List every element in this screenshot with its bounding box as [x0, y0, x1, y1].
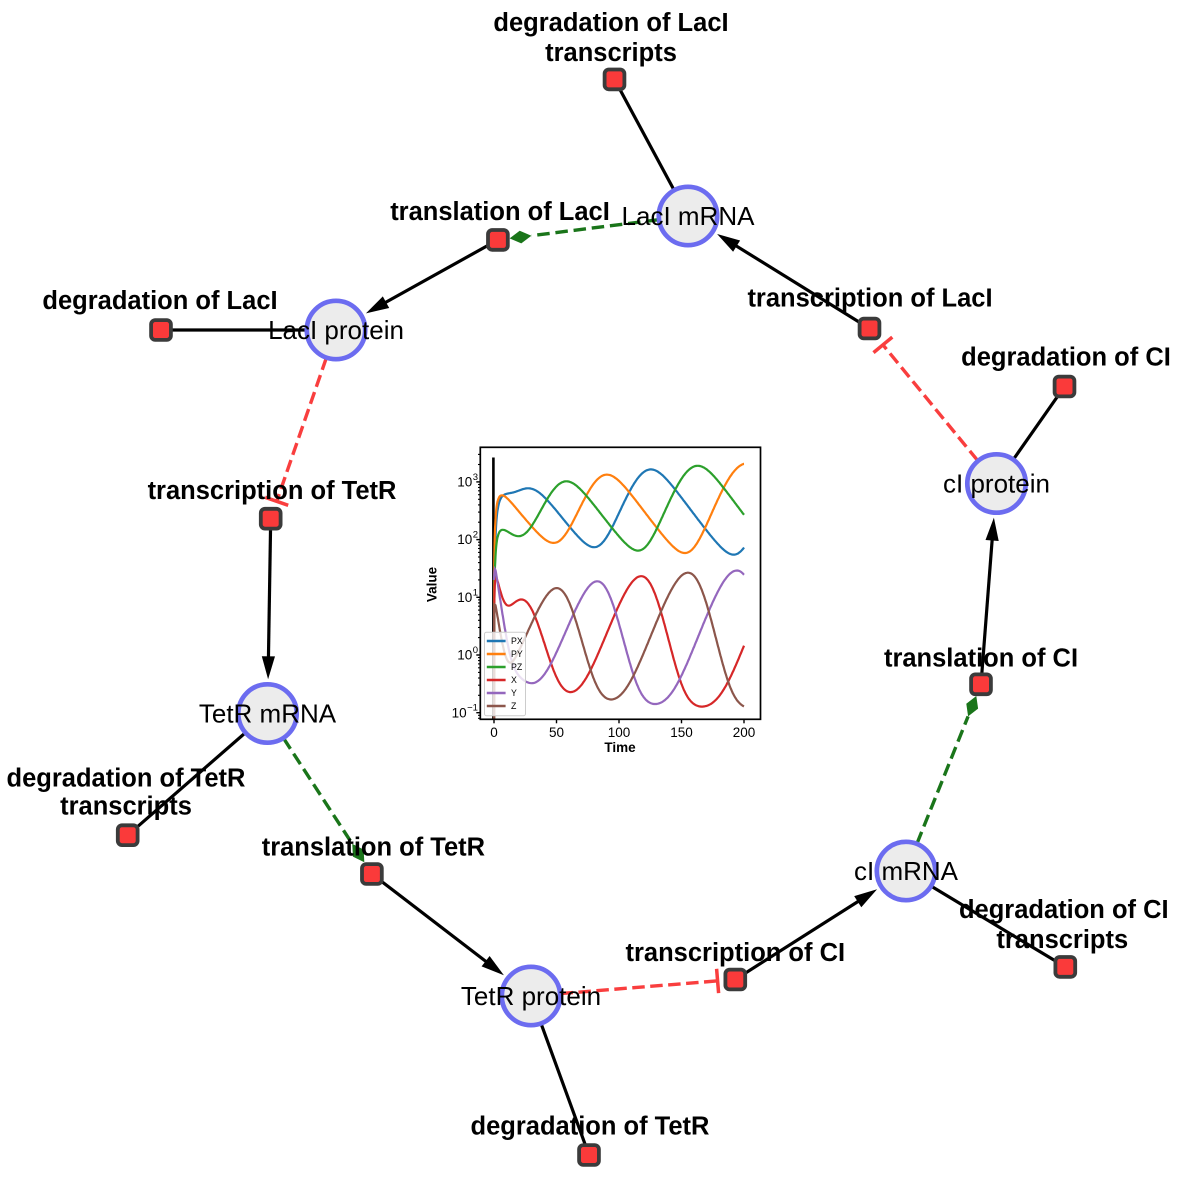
svg-text:degradation of TetR: degradation of TetR: [7, 764, 246, 792]
svg-text:50: 50: [549, 725, 564, 740]
svg-text:transcripts: transcripts: [545, 39, 677, 67]
svg-text:X: X: [511, 675, 517, 685]
svg-text:10: 10: [457, 532, 472, 547]
svg-text:2: 2: [473, 530, 478, 541]
svg-text:cI protein: cI protein: [943, 469, 1050, 499]
svg-text:10: 10: [457, 648, 472, 663]
svg-text:LacI protein: LacI protein: [268, 315, 404, 345]
svg-text:degradation of CI: degradation of CI: [961, 343, 1171, 371]
svg-text:Value: Value: [425, 566, 440, 602]
svg-text:transcripts: transcripts: [996, 926, 1128, 954]
svg-text:200: 200: [733, 725, 756, 740]
svg-text:PZ: PZ: [511, 662, 523, 672]
svg-text:0: 0: [473, 645, 478, 656]
svg-text:degradation of LacI: degradation of LacI: [42, 287, 277, 315]
svg-text:Time: Time: [604, 740, 636, 755]
svg-text:translation of CI: translation of CI: [884, 644, 1078, 672]
svg-text:PY: PY: [511, 649, 523, 659]
svg-text:10: 10: [457, 475, 472, 490]
svg-text:LacI mRNA: LacI mRNA: [622, 201, 756, 231]
svg-text:10: 10: [457, 590, 472, 605]
svg-text:TetR protein: TetR protein: [461, 981, 601, 1011]
svg-text:Z: Z: [511, 701, 517, 711]
svg-text:10: 10: [452, 705, 467, 720]
svg-text:−1: −1: [467, 703, 478, 714]
svg-text:degradation of CI: degradation of CI: [959, 896, 1169, 924]
svg-text:transcription of TetR: transcription of TetR: [148, 477, 397, 505]
svg-text:TetR mRNA: TetR mRNA: [199, 699, 337, 729]
svg-text:degradation of TetR: degradation of TetR: [471, 1112, 710, 1140]
svg-text:transcription of CI: transcription of CI: [626, 939, 846, 967]
svg-text:transcripts: transcripts: [60, 793, 192, 821]
svg-text:Y: Y: [511, 688, 517, 698]
svg-text:150: 150: [670, 725, 693, 740]
svg-text:cI mRNA: cI mRNA: [854, 856, 959, 886]
svg-text:3: 3: [473, 472, 478, 483]
svg-text:degradation of LacI: degradation of LacI: [493, 9, 728, 37]
svg-text:1: 1: [473, 587, 478, 598]
svg-text:translation of LacI: translation of LacI: [390, 198, 610, 226]
svg-text:transcription of LacI: transcription of LacI: [747, 284, 992, 312]
svg-text:translation of TetR: translation of TetR: [262, 834, 485, 862]
svg-text:PX: PX: [511, 636, 523, 646]
svg-text:0: 0: [490, 725, 498, 740]
svg-text:100: 100: [608, 725, 631, 740]
